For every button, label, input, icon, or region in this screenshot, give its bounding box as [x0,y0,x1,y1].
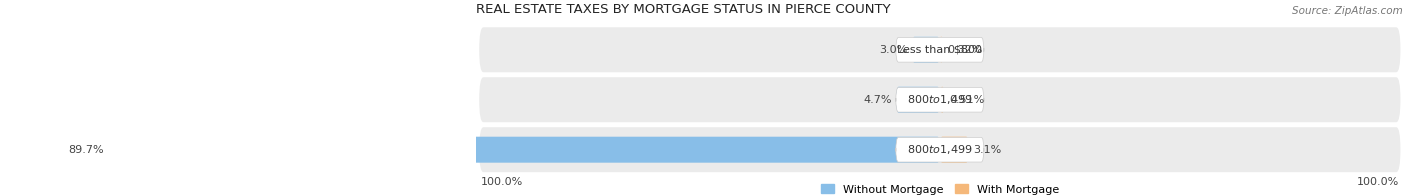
Text: Source: ZipAtlas.com: Source: ZipAtlas.com [1292,5,1403,15]
Text: 0.32%: 0.32% [948,45,983,55]
Text: REAL ESTATE TAXES BY MORTGAGE STATUS IN PIERCE COUNTY: REAL ESTATE TAXES BY MORTGAGE STATUS IN … [477,3,891,15]
Text: 100.0%: 100.0% [481,177,523,187]
Text: $800 to $1,499: $800 to $1,499 [907,93,973,106]
Legend: Without Mortgage, With Mortgage: Without Mortgage, With Mortgage [821,184,1059,195]
FancyBboxPatch shape [479,77,1400,122]
Text: 0.51%: 0.51% [949,95,984,105]
Text: 4.7%: 4.7% [863,95,891,105]
FancyBboxPatch shape [108,137,939,163]
FancyBboxPatch shape [939,87,945,113]
Text: Less than $800: Less than $800 [897,45,983,55]
FancyBboxPatch shape [896,37,984,62]
FancyBboxPatch shape [896,87,939,113]
FancyBboxPatch shape [479,27,1400,72]
Text: 89.7%: 89.7% [69,145,104,155]
Text: 3.0%: 3.0% [879,45,907,55]
Text: $800 to $1,499: $800 to $1,499 [907,143,973,156]
FancyBboxPatch shape [479,127,1400,172]
FancyBboxPatch shape [912,37,939,63]
Text: 89.7%: 89.7% [122,145,162,155]
Text: 3.1%: 3.1% [973,145,1001,155]
Text: 100.0%: 100.0% [1357,177,1399,187]
FancyBboxPatch shape [896,87,984,112]
FancyBboxPatch shape [896,137,984,162]
FancyBboxPatch shape [939,137,969,163]
FancyBboxPatch shape [939,37,943,63]
